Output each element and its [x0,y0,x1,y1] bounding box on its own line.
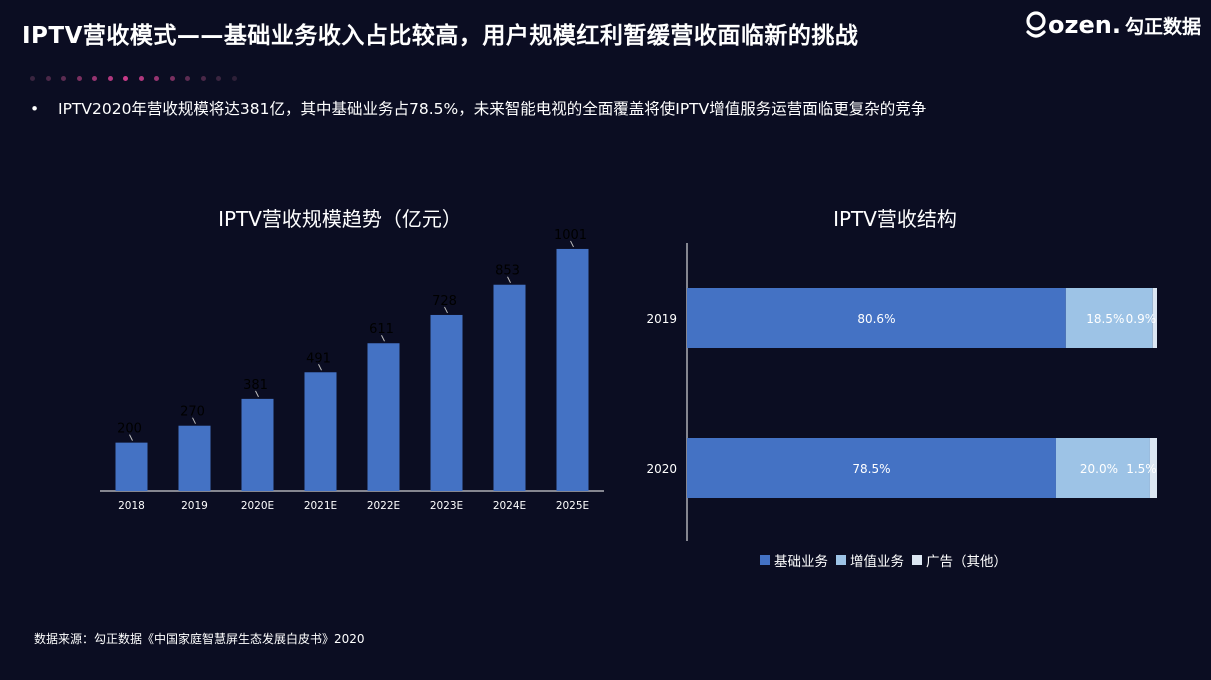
bar-value-label: 491 [306,351,331,366]
bar-value-label: 611 [369,322,394,337]
decor-dot [107,76,113,81]
decor-dot [154,76,159,81]
legend-swatch-basic [760,555,770,565]
segment-value-label: 18.5% [1086,312,1124,326]
revenue-bar [115,442,148,491]
decorative-dots [30,76,237,81]
data-label-leader [318,364,322,371]
decor-dot [30,76,35,81]
brand-logo: ozen. 勾正数据 [1024,6,1201,44]
structure-segment [687,438,1056,498]
bullet-marker: • [30,100,40,118]
legend-swatch-value-added [836,555,846,565]
structure-segment [1065,288,1153,348]
decor-dot [231,76,237,81]
structure-segment [1149,438,1157,498]
legend-item-ads: 广告（其他） [912,550,1007,570]
segment-value-label: 80.6% [857,312,895,326]
x-tick-label: 2023E [430,500,463,512]
summary-text: IPTV2020年营收规模将达381亿，其中基础业务占78.5%，未来智能电视的… [58,100,927,118]
decor-dot [92,76,97,81]
data-label-leader [129,434,133,441]
decor-dot [138,76,144,81]
bar-value-label: 200 [117,422,142,437]
revenue-bar [493,284,526,491]
stacked-chart-title: IPTV营收结构 [833,207,957,231]
decor-dot [216,76,221,81]
bar-value-label: 853 [495,264,520,279]
decor-dot [185,76,190,81]
bar-value-label: 728 [432,294,457,309]
data-label-leader [192,417,196,424]
legend-item-value-added: 增值业务 [836,550,904,570]
data-label-leader [381,335,385,342]
bar-value-label: 1001 [554,228,587,243]
revenue-structure-chart: 80.6% 18.5% 0.9% 2019 78.5% 20.0% 1.5% 2020 [646,243,1157,541]
revenue-trend-chart: 200 2018 270 2019 381 2020E 491 2021E 611 2022E 72… [100,228,604,512]
decor-dot [123,76,128,81]
logo-chinese-name: 勾正数据 [1124,15,1201,38]
segment-value-label: 0.9% [1126,312,1157,326]
x-tick-label: 2020E [241,500,274,512]
logo-wordmark: ozen. [1048,11,1121,39]
x-tick-label: 2025E [556,500,589,512]
y-category-label: 2020 [646,462,677,476]
structure-segment [1055,438,1150,498]
decor-dot [61,76,66,81]
structure-legend: 基础业务 增值业务 广告（其他） [760,550,1007,570]
revenue-bar [367,343,400,491]
legend-label-ads: 广告（其他） [926,554,1007,570]
data-label-leader [255,390,259,398]
bar-value-label: 381 [243,378,268,393]
revenue-bar [241,398,274,491]
legend-label-value-added: 增值业务 [850,554,904,570]
segment-value-label: 20.0% [1080,462,1118,476]
data-label-leader [507,276,511,283]
segment-value-label: 1.5% [1126,462,1157,476]
decor-dot [76,76,82,81]
x-tick-label: 2018 [118,500,145,512]
legend-label-basic: 基础业务 [774,554,828,570]
brand-g-icon [1026,11,1046,38]
x-tick-label: 2019 [181,500,208,512]
structure-segment [687,288,1066,348]
x-tick-label: 2022E [367,500,400,512]
decor-dot [200,76,206,81]
structure-segment [1152,288,1157,348]
data-label-leader [570,240,574,248]
legend-item-basic: 基础业务 [760,550,828,570]
legend-swatch-ads [912,555,922,565]
data-label-leader [444,306,448,314]
segment-value-label: 78.5% [852,462,890,476]
x-tick-label: 2021E [304,500,337,512]
decor-dot [45,76,51,81]
decor-dot [169,76,175,81]
data-source-note: 数据来源：勾正数据《中国家庭智慧屏生态发展白皮书》2020 [34,632,365,646]
y-category-label: 2019 [646,312,677,326]
revenue-bar [304,372,337,491]
x-tick-label: 2024E [493,500,526,512]
revenue-bar [178,425,211,491]
revenue-bar [556,248,589,491]
bar-value-label: 270 [180,405,205,420]
bar-chart-title: IPTV营收规模趋势（亿元） [218,207,462,231]
summary-bullet: • IPTV2020年营收规模将达381亿，其中基础业务占78.5%，未来智能电视… [30,97,926,119]
revenue-bar [430,314,463,491]
page-title: IPTV营收模式——基础业务收入占比较高，用户规模红利暂缓营收面临新的挑战 [22,23,859,49]
